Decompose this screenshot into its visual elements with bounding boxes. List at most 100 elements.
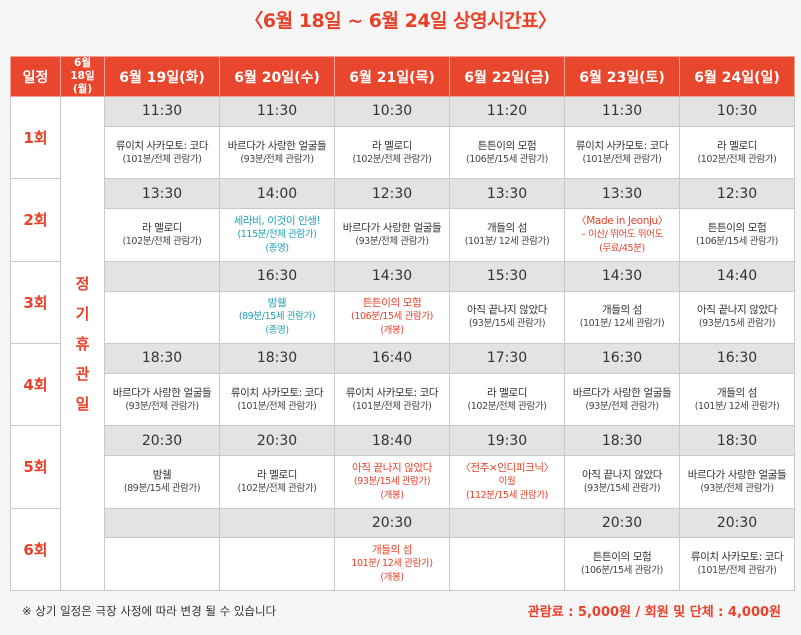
showtime: 11:20: [449, 96, 565, 127]
closed-day-header: 6월 18일(월): [60, 56, 105, 97]
movie-info: (93분/전체 관람가): [585, 400, 659, 412]
movie-title: 세라비, 이것이 인생!: [233, 214, 321, 227]
movie-cell: [449, 537, 565, 591]
movie-title: 개들의 섬: [372, 544, 412, 557]
movie-title: 류이치 사카모토: 코다: [115, 139, 209, 152]
movie-info: (93분/전체 관람가): [240, 153, 314, 165]
movie-title: 〈전주×인디피크닉〉: [460, 461, 554, 474]
showtime: 15:30: [449, 260, 565, 292]
slot-label: 1회: [10, 95, 61, 180]
showtime: 20:30: [679, 507, 795, 539]
movie-cell: 튼튼이의 모험 (106분/15세 관람가): [564, 537, 680, 591]
fee-info: 관람료 : 5,000원 / 회원 및 단체 : 4,000원: [527, 605, 781, 620]
showtime: 16:30: [219, 260, 335, 292]
movie-title: 아직 끝나지 않았다: [352, 461, 432, 474]
movie-cell: 라 멜로디 (102분/전체 관람가): [334, 125, 450, 180]
movie-title: 바르다가 사랑한 얼굴들: [112, 386, 212, 399]
movie-info: (106분/15세 관람가): [581, 565, 663, 577]
movie-info: (89분/15세 관람가): [123, 482, 201, 494]
movie-cell: 〈전주×인디피크닉〉 이월 (112분/15세 관람가): [449, 455, 565, 509]
movie-cell: 아직 끝나지 않았다 (93분/15세 관람가): [449, 290, 565, 344]
movie-title: 〈Made in Jeonju〉: [576, 214, 668, 227]
showtime: 16:30: [564, 342, 680, 374]
footnote: ※ 상기 일정은 극장 사정에 따라 변경 될 수 있습니다: [22, 604, 277, 618]
showtime: 13:30: [104, 178, 220, 210]
movie-cell: 튼튼이의 모험 (106분/15세 관람가): [449, 125, 565, 180]
showtime: 13:30: [564, 178, 680, 210]
movie-title: 개들의 섬: [602, 304, 642, 317]
movie-row: 바르다가 사랑한 얼굴들 (93분/전체 관람가) 류이치 사카모토: 코다 (101…: [11, 372, 795, 427]
movie-cell: 아직 끝나지 않았다 (93분/15세 관람가): [564, 455, 680, 509]
time-row: 2회 13:30 14:00 12:30 13:30 13:30 12:30: [10, 178, 795, 262]
time-row: 5회 20:30 20:30 18:40 19:30 18:30 18:30: [10, 425, 795, 509]
closed-day-header-line2: 18일(월): [70, 70, 95, 95]
showtime: 13:30: [449, 178, 565, 210]
showtime: [104, 507, 220, 539]
movie-info: (93분/전체 관람가): [125, 400, 199, 412]
movie-cell: 개들의 섬 101분/ 12세 관람가) (개봉): [334, 537, 450, 591]
showtime: 12:30: [679, 178, 795, 210]
slot-label: 2회: [10, 178, 61, 262]
movie-cell: 〈Made in Jeonju〉 – 이산/ 뛰어도 뛰어도 (무료/45분): [564, 208, 680, 262]
day-header: 6월 19일(화): [104, 56, 220, 97]
closed-day-char: 일: [75, 394, 90, 413]
movie-cell: 류이치 사카모토: 코다 (101분/전체 관람가): [564, 125, 680, 180]
movie-info: (106분/15세 관람가): [466, 153, 548, 165]
movie-title: 라 멜로디: [142, 221, 182, 234]
movie-title: 튼튼이의 모험: [477, 139, 537, 152]
movie-info: (102분/전체 관람가): [352, 153, 432, 165]
showtime: [449, 507, 565, 539]
schedule-body: 1회 정 기 휴 관 일 11:30 11:30 10:30 11:20 11:30 10:30 류이치…: [10, 95, 795, 592]
showtime: 10:30: [679, 96, 795, 127]
movie-info: (93분/전체 관람가): [355, 235, 429, 247]
day-header: 6월 24일(일): [679, 56, 795, 97]
movie-info: (101분/전체 관람가): [697, 565, 777, 577]
movie-title: 라 멜로디: [717, 139, 757, 152]
movie-cell: 라 멜로디 (102분/전체 관람가): [679, 125, 795, 180]
movie-note: (개봉): [380, 572, 404, 584]
showtime: 20:30: [219, 425, 335, 457]
movie-cell: 아직 끝나지 않았다 (93분/15세 관람가): [679, 290, 795, 344]
movie-note: (종영): [265, 242, 289, 254]
time-row: 1회 정 기 휴 관 일 11:30 11:30 10:30 11:20 11:30 10:30: [10, 95, 795, 591]
showtime: 20:30: [334, 507, 450, 539]
movie-cell: [104, 290, 220, 344]
movie-title: 바르다가 사랑한 얼굴들: [687, 468, 787, 481]
movie-cell: 라 멜로디 (102분/전체 관람가): [219, 455, 335, 509]
showtime: 14:40: [679, 260, 795, 292]
movie-title: 아직 끝나지 않았다: [697, 304, 777, 317]
movie-info: (101분/전체 관람가): [582, 153, 662, 165]
day-header: 6월 21일(목): [334, 56, 450, 97]
movie-info: 101분/ 12세 관람가): [351, 558, 433, 570]
showtime: 14:30: [564, 260, 680, 292]
showtime: 20:30: [104, 425, 220, 457]
movie-info: (93분/15세 관람가): [698, 318, 776, 330]
movie-title: 밤쉘: [267, 297, 287, 310]
movie-title: 밤쉘: [152, 468, 172, 481]
movie-title: 바르다가 사랑한 얼굴들: [227, 139, 327, 152]
time-row: 4회 18:30 18:30 16:40 17:30 16:30 16:30: [10, 342, 795, 427]
movie-cell: 개들의 섬 (101분/ 12세 관람가): [679, 372, 795, 427]
movie-cell: 개들의 섬 (101분/ 12세 관람가): [564, 290, 680, 344]
movie-cell: 류이치 사카모토: 코다 (101분/전체 관람가): [104, 125, 220, 180]
showtime: [219, 507, 335, 539]
showtime: 16:40: [334, 342, 450, 374]
movie-info: – 이산/ 뛰어도 뛰어도: [581, 228, 663, 240]
movie-note: (종영): [265, 325, 289, 337]
showtime: 18:30: [564, 425, 680, 457]
movie-info: (106분/15세 관람가): [696, 235, 778, 247]
movie-cell: 라 멜로디 (102분/전체 관람가): [449, 372, 565, 427]
showtime: 11:30: [219, 96, 335, 127]
movie-info: (93분/전체 관람가): [700, 482, 774, 494]
movie-title: 튼튼이의 모험: [707, 221, 767, 234]
movie-note: (개봉): [380, 325, 404, 337]
movie-info: (102분/전체 관람가): [122, 235, 202, 247]
time-row: 3회 16:30 14:30 15:30 14:30 14:40: [10, 260, 795, 344]
movie-title: 바르다가 사랑한 얼굴들: [572, 386, 672, 399]
showtime: 14:00: [219, 178, 335, 210]
movie-cell: 밤쉘 (89분/15세 관람가) (종영): [219, 290, 335, 344]
page-title: 〈6월 18일 ~ 6월 24일 상영시간표〉: [244, 10, 557, 32]
movie-cell: 류이치 사카모토: 코다 (101분/전체 관람가): [219, 372, 335, 427]
showtime: 18:40: [334, 425, 450, 457]
